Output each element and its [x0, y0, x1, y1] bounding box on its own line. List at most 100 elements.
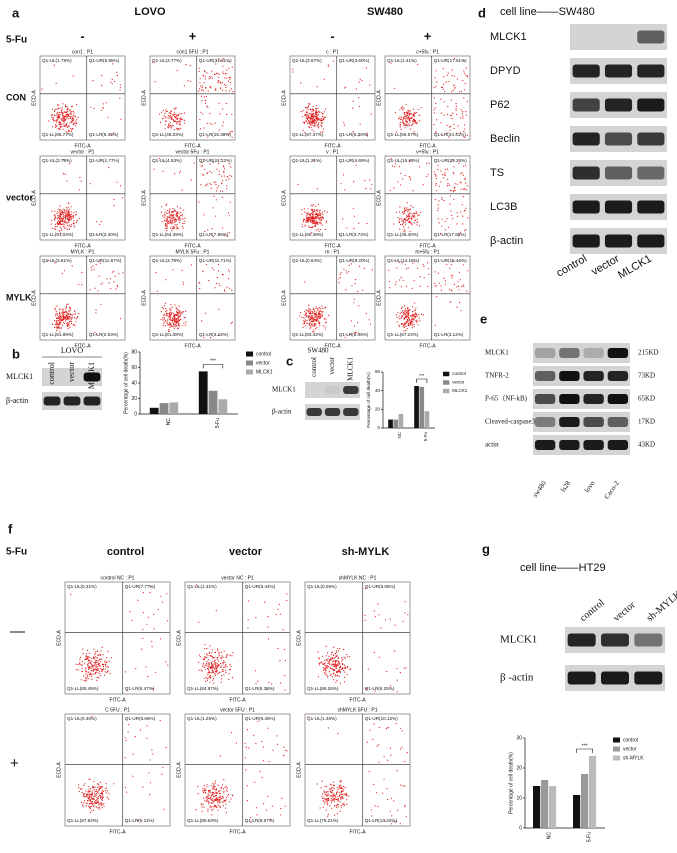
event-dot — [85, 790, 87, 792]
event-dot — [78, 283, 80, 285]
event-dot — [65, 217, 67, 220]
event-dot — [62, 173, 65, 175]
event-dot — [333, 800, 335, 803]
event-dot — [314, 205, 316, 207]
event-dot — [382, 792, 384, 794]
event-dot — [353, 181, 355, 183]
event-dot — [212, 671, 214, 673]
event-dot — [214, 799, 216, 802]
event-dot — [215, 88, 217, 90]
event-dot — [106, 278, 108, 280]
event-dot — [217, 802, 219, 804]
event-dot — [465, 228, 467, 231]
event-dot — [119, 318, 122, 320]
event-dot — [73, 220, 75, 222]
event-dot — [89, 794, 91, 796]
event-dot — [305, 117, 307, 119]
event-dot — [168, 115, 170, 117]
event-dot — [201, 89, 203, 91]
event-dot — [65, 305, 67, 307]
event-dot — [65, 318, 67, 321]
event-dot — [165, 661, 167, 663]
event-dot — [74, 115, 76, 117]
event-dot — [317, 308, 319, 310]
event-dot — [214, 789, 216, 791]
event-dot — [58, 215, 60, 217]
event-dot — [308, 127, 310, 129]
event-dot — [96, 797, 98, 799]
event-dot — [99, 653, 101, 655]
event-dot — [416, 319, 418, 321]
event-dot — [216, 187, 218, 189]
event-dot — [222, 274, 224, 276]
event-dot — [400, 172, 402, 174]
event-dot — [63, 321, 65, 323]
event-dot — [319, 212, 321, 215]
event-dot — [453, 159, 455, 161]
event-dot — [413, 131, 415, 133]
event-dot — [462, 196, 464, 198]
event-dot — [388, 269, 390, 271]
event-dot — [315, 115, 317, 117]
event-dot — [165, 310, 167, 313]
label: vector — [6, 192, 34, 202]
event-dot — [68, 122, 71, 124]
event-dot — [173, 318, 175, 320]
axis-label: ECD-A — [31, 290, 37, 306]
event-dot — [96, 798, 98, 800]
event-dot — [51, 219, 53, 221]
event-dot — [210, 798, 212, 800]
event-dot — [321, 115, 323, 117]
blot-band — [637, 166, 665, 180]
event-dot — [315, 225, 317, 227]
event-dot — [255, 807, 257, 809]
event-dot — [79, 177, 81, 179]
event-dot — [69, 317, 71, 319]
event-dot — [209, 655, 211, 657]
event-dot — [330, 668, 332, 670]
plot-title: vector : P1 — [71, 149, 95, 155]
event-dot — [215, 199, 217, 201]
event-dot — [321, 312, 323, 314]
event-dot — [161, 773, 163, 775]
axis-label: ECD-A — [376, 290, 382, 306]
event-dot — [352, 207, 354, 209]
event-dot — [195, 584, 198, 586]
plot-title: con1 5FU : P1 — [177, 49, 209, 55]
event-dot — [320, 310, 322, 313]
legend-label: vector — [256, 360, 270, 366]
event-dot — [207, 791, 210, 793]
event-dot — [219, 82, 222, 84]
event-dot — [397, 311, 399, 313]
event-dot — [164, 124, 166, 126]
event-dot — [325, 791, 327, 793]
event-dot — [88, 795, 90, 797]
event-dot — [413, 222, 415, 224]
event-dot — [161, 221, 163, 223]
label: vector — [229, 546, 263, 558]
event-dot — [312, 312, 314, 314]
event-dot — [409, 212, 411, 214]
event-dot — [203, 127, 205, 129]
event-dot — [200, 165, 202, 167]
event-dot — [321, 125, 323, 128]
event-dot — [305, 312, 308, 314]
event-dot — [344, 664, 346, 666]
event-dot — [333, 672, 335, 674]
event-dot — [301, 226, 303, 228]
event-dot — [73, 226, 75, 228]
event-dot — [399, 121, 402, 123]
event-dot — [313, 159, 315, 161]
event-dot — [205, 676, 207, 679]
event-dot — [427, 268, 430, 270]
event-dot — [458, 235, 460, 237]
event-dot — [391, 815, 393, 817]
event-dot — [62, 319, 64, 321]
event-dot — [309, 319, 311, 322]
event-dot — [215, 282, 217, 284]
event-dot — [312, 204, 315, 206]
event-dot — [214, 287, 216, 289]
event-dot — [66, 132, 68, 134]
event-dot — [328, 671, 330, 673]
event-dot — [324, 673, 326, 675]
